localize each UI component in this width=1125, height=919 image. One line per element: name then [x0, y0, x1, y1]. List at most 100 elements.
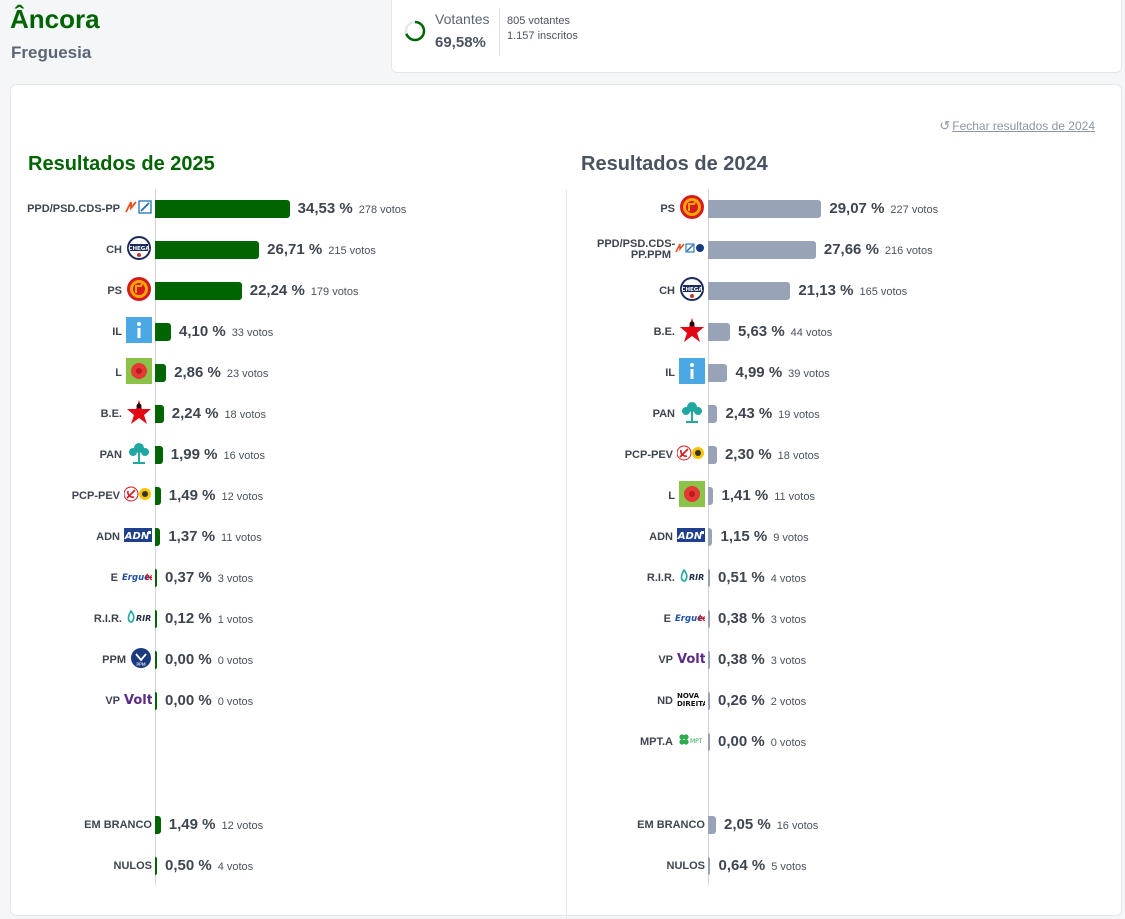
percent-value: 2,05 %	[723, 816, 771, 833]
percent-value: 2,30 %	[724, 446, 772, 463]
result-percent: 34,53 % 278 votos	[298, 200, 407, 217]
votes-count: 11 votos	[774, 491, 815, 503]
result-bar	[708, 487, 714, 505]
party-name: ADN	[96, 530, 120, 543]
result-percent: 0,00 % 0 votos	[165, 692, 253, 709]
party-row: R.I.R. RIR 0,12 % 1 votos	[11, 608, 566, 630]
result-percent: 0,38 % 3 votos	[718, 610, 806, 627]
result-bar	[708, 857, 711, 875]
result-bar	[155, 610, 157, 628]
votes-count: 2 votos	[770, 696, 807, 708]
result-bar	[155, 446, 163, 464]
votes-count: 18 votos	[224, 409, 267, 421]
il-logo-icon	[126, 316, 152, 348]
party-row: B.E. 2,24 % 18 votos	[11, 399, 566, 425]
votes-count: 44 votos	[790, 327, 833, 339]
result-bar	[708, 241, 816, 259]
result-percent: 2,30 % 18 votos	[725, 446, 819, 463]
be-logo-icon	[679, 317, 705, 348]
panel-divider	[566, 189, 567, 919]
party-name: PS	[660, 202, 675, 215]
percent-value: 29,07 %	[829, 200, 885, 217]
party-row: PAN 2,43 % 19 votos	[567, 401, 1121, 425]
result-bar	[708, 692, 710, 710]
party-label: EM BRANCO	[11, 814, 152, 836]
percent-value: 4,10 %	[178, 323, 226, 340]
party-row: NULOS 0,64 % 5 votos	[567, 855, 1121, 877]
votes-count: 33 votos	[231, 327, 274, 339]
result-percent: 2,05 % 16 votos	[724, 816, 818, 833]
result-percent: 0,51 % 4 votos	[718, 569, 806, 586]
party-name: CH	[659, 284, 675, 297]
votes-count: 4 votos	[217, 861, 254, 873]
percent-value: 2,43 %	[725, 405, 773, 422]
party-label: PCP-PEV	[11, 485, 152, 507]
page-subtitle: Freguesia	[11, 43, 92, 62]
party-name: VP	[105, 694, 120, 707]
percent-value: 26,71 %	[267, 241, 323, 258]
result-percent: 0,12 % 1 votos	[165, 610, 253, 627]
votes-count: 19 votos	[778, 409, 820, 421]
party-label: R.I.R. RIR	[11, 608, 152, 630]
party-label: L	[567, 480, 705, 507]
percent-value: 1,49 %	[168, 487, 216, 504]
party-label: NULOS	[11, 855, 153, 877]
party-name: PPM	[102, 653, 126, 666]
percent-value: 0,26 %	[718, 692, 765, 709]
svg-text:NOVA: NOVA	[677, 692, 700, 700]
result-percent: 5,63 % 44 votos	[738, 323, 832, 340]
party-name: B.E.	[653, 325, 675, 338]
result-bar	[708, 282, 791, 300]
result-percent: 2,43 % 19 votos	[725, 405, 819, 422]
percent-value: 2,86 %	[174, 364, 221, 381]
votes-count: 23 votos	[226, 368, 269, 380]
percent-value: 0,38 %	[718, 651, 765, 668]
pan-logo-icon	[679, 399, 705, 430]
result-percent: 2,86 % 23 votos	[174, 364, 268, 381]
party-row: PPD/PSD.CDS-PP 34,53 % 278 votos	[11, 198, 566, 220]
result-bar	[708, 733, 710, 751]
percent-value: 34,53 %	[297, 200, 353, 217]
party-label: VP Volt	[11, 690, 153, 712]
page-title: Âncora	[10, 4, 100, 34]
party-row: EM BRANCO 2,05 % 16 votos	[567, 814, 1121, 836]
ergue-te-logo-icon: Erguete	[122, 569, 155, 587]
party-name: ND	[657, 694, 673, 707]
result-bar	[155, 651, 157, 669]
results-card: ↺ Fechar resultados de 2024 Resultados de…	[10, 84, 1122, 919]
party-label: PPM PPM	[11, 647, 152, 671]
votes-count: 278 votos	[358, 204, 407, 216]
percent-value: 0,50 %	[165, 857, 212, 874]
adn-logo-icon: ADN	[677, 527, 705, 547]
party-name: MPT.A	[640, 735, 673, 748]
party-name: E	[663, 612, 671, 625]
percent-value: 2,24 %	[171, 405, 219, 422]
turnout-ring-icon	[404, 20, 426, 42]
party-row: L 2,86 % 23 votos	[11, 357, 566, 384]
result-percent: 1,99 % 16 votos	[171, 446, 265, 463]
party-name: PPD/PSD.CDS-PP.PPM	[597, 238, 676, 261]
votes-count: 215 votos	[328, 245, 376, 257]
svg-text:ADN: ADN	[124, 531, 150, 542]
party-label: E Erguete	[567, 608, 708, 630]
voters-label: Votantes	[435, 11, 490, 27]
party-row: PS 29,07 % 227 votos	[567, 194, 1121, 220]
party-name: NULOS	[113, 859, 153, 872]
svg-text:te: te	[145, 573, 152, 582]
result-bar	[155, 323, 171, 341]
percent-value: 27,66 %	[823, 241, 879, 258]
result-percent: 1,49 % 12 votos	[169, 816, 263, 833]
mpt-logo-icon: MPT	[677, 733, 705, 752]
result-percent: 27,66 % 216 votos	[824, 241, 933, 258]
result-bar	[155, 282, 242, 300]
votes-count: 5 votos	[771, 861, 807, 873]
result-percent: 1,37 % 11 votos	[168, 528, 261, 545]
party-row: ADN ADN 1,15 % 9 votos	[567, 526, 1121, 548]
party-name: IL	[112, 325, 122, 338]
party-name: R.I.R.	[646, 571, 675, 584]
party-name: L	[668, 489, 675, 502]
party-row: PCP-PEV 2,30 % 18 votos	[567, 444, 1121, 466]
party-row: ND NOVA DIREITA 0,26 % 2 votos	[567, 690, 1121, 712]
close-2024-results-link[interactable]: ↺ Fechar resultados de 2024	[939, 118, 1095, 134]
party-row: EM BRANCO 1,49 % 12 votos	[11, 814, 566, 836]
